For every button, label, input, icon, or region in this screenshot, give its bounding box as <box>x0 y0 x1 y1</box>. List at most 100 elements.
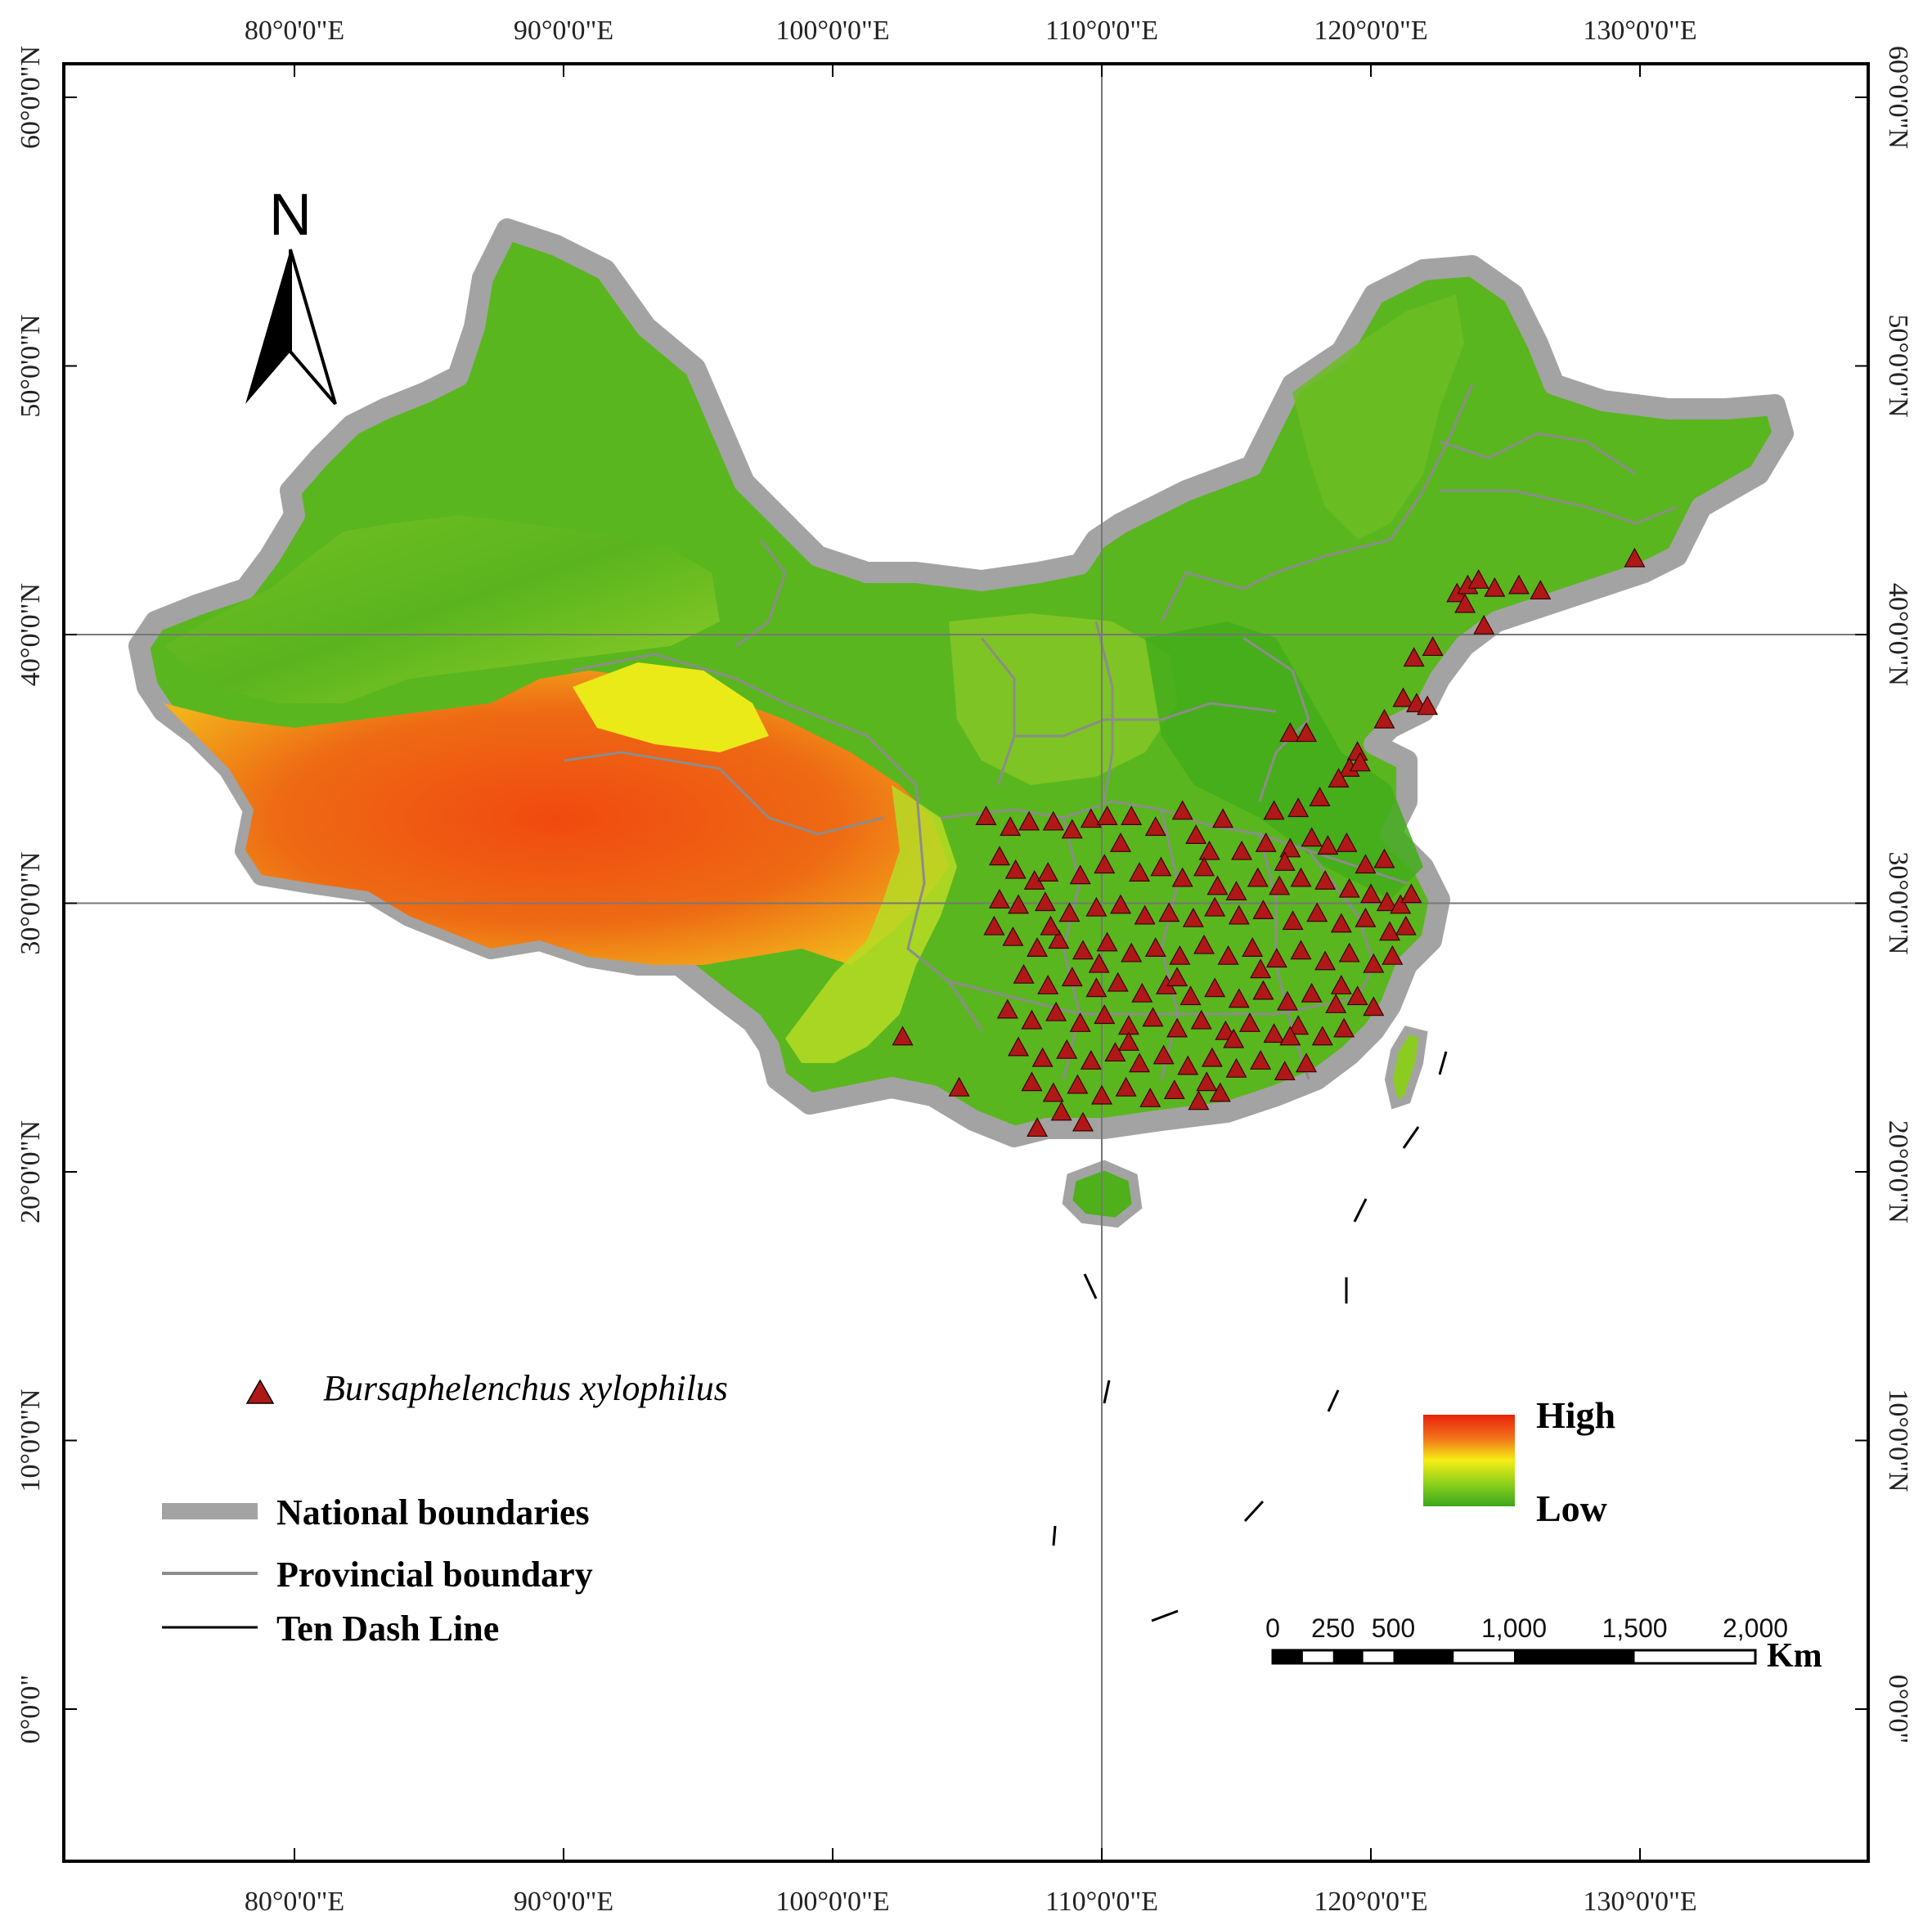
dash-segment <box>1438 1051 1448 1075</box>
occurrence-marker <box>1228 988 1250 1008</box>
occurrence-marker <box>1007 1036 1030 1057</box>
occurrence-marker <box>1131 982 1153 1003</box>
occurrence-marker <box>1021 1071 1043 1092</box>
occurrence-marker <box>1231 840 1253 860</box>
occurrence-marker <box>1274 1061 1296 1081</box>
occurrence-marker <box>1144 816 1166 837</box>
occurrence-marker <box>1290 867 1312 887</box>
occurrence-marker <box>1152 1044 1175 1065</box>
occurrence-marker <box>1392 687 1414 707</box>
occurrence-marker <box>1373 708 1395 729</box>
occurrence-marker <box>1255 832 1277 852</box>
map-legend: Bursaphelenchus xylophilus National boun… <box>162 1368 728 1649</box>
occurrence-marker <box>1067 1074 1089 1094</box>
occurrence-marker <box>1225 881 1247 900</box>
scale-bar-label: 0 <box>1265 1613 1280 1643</box>
occurrence-marker <box>1204 977 1226 998</box>
occurrence-marker <box>1325 994 1347 1013</box>
occurrence-marker <box>1042 1082 1064 1102</box>
occurrence-marker <box>1263 800 1285 820</box>
north-arrow-left-half <box>245 249 290 404</box>
occurrence-marker <box>1088 953 1110 973</box>
occurrence-marker <box>1069 1012 1091 1032</box>
occurrence-marker <box>1395 915 1417 936</box>
occurrence-marker <box>1287 1015 1310 1035</box>
occurrence-marker <box>1196 1071 1218 1092</box>
occurrence-marker <box>1338 942 1360 962</box>
occurrence-marker <box>1454 593 1476 613</box>
right-latitude-label: 40°0'0"N <box>1883 583 1913 686</box>
bottom-longitude-label: 110°0'0"E <box>1045 1887 1158 1917</box>
provincial-boundary-line <box>1440 489 1678 525</box>
occurrence-marker <box>1129 1052 1151 1073</box>
occurrence-marker <box>1355 907 1377 927</box>
occurrence-marker <box>1223 1028 1245 1048</box>
occurrence-marker <box>1193 856 1215 877</box>
bottom-longitude-label: 130°0'0"E <box>1583 1887 1696 1917</box>
occurrence-marker <box>892 1025 914 1046</box>
occurrence-marker <box>1314 869 1337 890</box>
occurrence-marker <box>1121 942 1143 962</box>
occurrence-marker <box>1242 937 1264 957</box>
occurrence-marker <box>1328 768 1350 788</box>
occurrence-marker <box>1027 1117 1049 1138</box>
occurrence-marker <box>1134 904 1156 925</box>
occurrence-marker <box>1400 883 1422 904</box>
dash-segment <box>1353 1198 1368 1223</box>
occurrence-marker <box>1287 797 1310 818</box>
occurrence-marker <box>1031 1047 1054 1067</box>
occurrence-marker <box>1090 1084 1113 1105</box>
occurrence-marker <box>1193 934 1215 954</box>
dash-segment <box>1243 1500 1265 1523</box>
taiwan-island <box>1384 1025 1428 1110</box>
top-longitude-label: 110°0'0"E <box>1045 16 1158 46</box>
occurrence-marker <box>1206 875 1229 895</box>
occurrence-marker <box>1349 752 1371 772</box>
occurrence-marker <box>1473 614 1495 635</box>
occurrence-marker <box>1276 990 1299 1011</box>
occurrence-marker <box>1507 574 1530 595</box>
occurrence-marker <box>1311 1025 1333 1046</box>
occurrence-marker <box>1530 580 1552 600</box>
occurrence-legend-symbol <box>245 1379 275 1404</box>
scale-bar-unit: Km <box>1767 1637 1822 1675</box>
occurrence-marker <box>1171 800 1193 820</box>
occurrence-marker <box>983 915 1005 936</box>
occurrence-markers <box>892 547 1646 1138</box>
occurrence-marker <box>1096 805 1118 825</box>
occurrence-marker <box>1198 840 1220 860</box>
occurrence-marker <box>1379 921 1401 941</box>
left-latitude-label: 20°0'0"N <box>16 1120 46 1223</box>
occurrence-marker <box>1296 1052 1318 1073</box>
top-longitude-label: 80°0'0"E <box>245 16 344 46</box>
ten-dash-line-legend-label: Ten Dash Line <box>276 1609 499 1649</box>
bottom-longitude-label: 100°0'0"E <box>775 1887 889 1917</box>
occurrence-marker <box>1390 894 1412 914</box>
axis-labels: 80°0'0"E 80°0'0"E 90°0'0"E 90°0'0"E 100°0'0"… <box>16 16 1913 1917</box>
sichuan-yunnan-transition <box>785 785 957 1063</box>
occurrence-marker <box>1279 722 1301 743</box>
occurrence-marker <box>1072 1111 1094 1132</box>
occurrence-marker <box>1363 953 1385 973</box>
occurrence-marker <box>1338 877 1360 898</box>
north-arrow-right-half <box>289 249 337 406</box>
occurrence-marker <box>948 1076 970 1097</box>
occurrence-marker <box>1072 940 1094 960</box>
scale-bar-label: 2,000 <box>1723 1613 1788 1643</box>
occurrence-marker <box>1417 695 1439 716</box>
right-latitude-label: 0°0'0" <box>1883 1675 1913 1744</box>
occurrence-marker <box>988 888 1010 909</box>
occurrence-marker <box>1269 875 1291 895</box>
occurrence-marker <box>1467 569 1489 589</box>
left-latitude-label: 30°0'0"N <box>16 851 46 954</box>
ten-dash-line <box>1052 1051 1448 1622</box>
occurrence-marker <box>1085 896 1108 917</box>
occurrence-marker <box>1037 862 1059 882</box>
elevation-ramp-bar <box>1423 1415 1515 1506</box>
occurrence-marker <box>1042 810 1064 831</box>
occurrence-marker <box>1166 1017 1188 1038</box>
occurrence-marker <box>1204 896 1226 917</box>
occurrence-marker <box>1274 850 1296 871</box>
provincial-boundary-line <box>906 784 983 1031</box>
